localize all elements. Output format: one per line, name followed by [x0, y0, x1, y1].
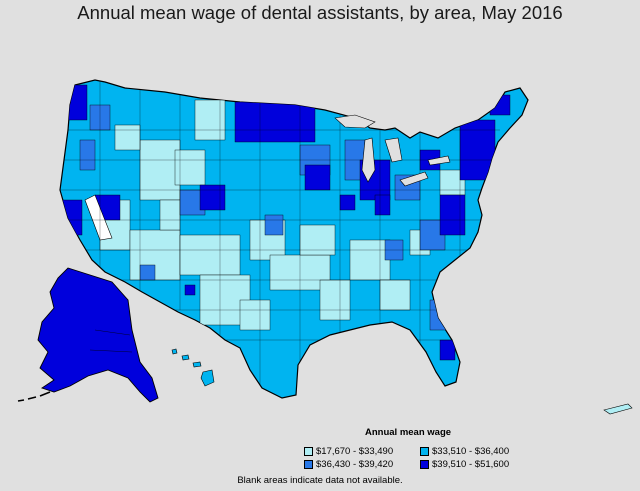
- alaska: [17, 267, 159, 403]
- legend-item-upper-middle: $36,430 - $39,420: [304, 458, 393, 470]
- map-title: Annual mean wage of dental assistants, b…: [77, 2, 563, 23]
- legend-label-upper-middle: $36,430 - $39,420: [316, 458, 394, 470]
- hawaii-kauai: [171, 348, 178, 355]
- lake-superior: [334, 114, 376, 129]
- legend-swatch-highest: [420, 459, 429, 469]
- hawaii-big-island: [200, 369, 215, 387]
- legend-swatch-upper-middle: [304, 459, 313, 469]
- lake-ontario: [427, 155, 451, 166]
- legend-label-highest: $39,510 - $51,600: [432, 458, 510, 470]
- legend-label-lower-middle: $33,510 - $36,400: [432, 445, 510, 457]
- hawaii-maui: [192, 361, 202, 368]
- lake-erie: [399, 171, 429, 187]
- legend-swatch-lower-middle: [420, 446, 429, 456]
- puerto-rico-island: [603, 403, 633, 415]
- footnote: Blank areas indicate data not available.: [237, 475, 403, 486]
- legend-title: Annual mean wage: [365, 427, 452, 438]
- legend-item-lower-middle: $33,510 - $36,400: [420, 445, 509, 457]
- alaska-mainland: [37, 267, 159, 403]
- continental-us: [59, 79, 529, 399]
- alaska-aleutians: [17, 391, 51, 402]
- legend-label-lowest: $17,670 - $33,490: [316, 445, 394, 457]
- lake-michigan: [361, 137, 376, 183]
- hawaii: [171, 348, 215, 387]
- great-lakes: [334, 114, 451, 187]
- hawaii-oahu: [181, 354, 190, 361]
- legend-swatch-lowest: [304, 446, 313, 456]
- legend-item-highest: $39,510 - $51,600: [420, 458, 509, 470]
- lake-huron: [384, 137, 403, 163]
- alaska-area-border: [89, 329, 133, 353]
- area-borders: [60, 80, 500, 390]
- puerto-rico: [603, 403, 633, 415]
- legend-item-lowest: $17,670 - $33,490: [304, 445, 393, 457]
- region-no-data: [84, 194, 113, 241]
